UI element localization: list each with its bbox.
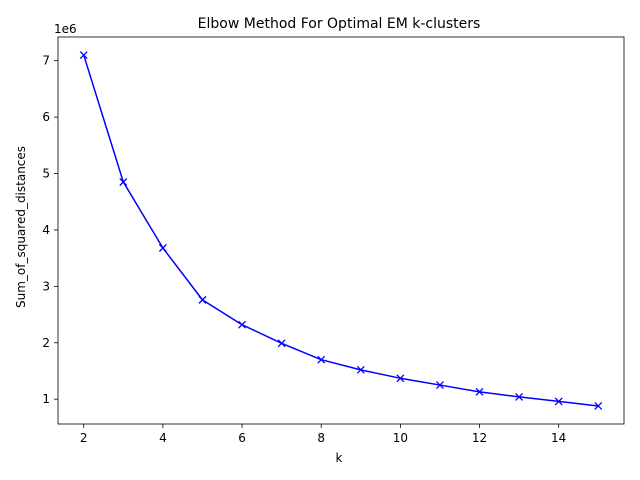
y-tick-label: 2 (42, 336, 50, 350)
data-point-marker (435, 381, 444, 390)
plot-frame (57, 36, 625, 425)
y-tick-label: 5 (42, 167, 50, 181)
y-tick-label: 3 (42, 279, 50, 293)
series (79, 51, 603, 410)
y-tick-label: 4 (42, 223, 50, 237)
data-point-marker (554, 397, 563, 406)
series-line (83, 54, 599, 407)
y-tick-label: 6 (42, 110, 50, 124)
x-tick-label: 14 (551, 431, 566, 445)
data-point-marker (317, 355, 326, 364)
y-tick-label: 7 (42, 54, 50, 68)
data-point-marker (515, 392, 524, 401)
x-tick-label: 12 (472, 431, 487, 445)
x-tick-label: 2 (80, 431, 88, 445)
x-tick-label: 4 (159, 431, 167, 445)
data-point-marker (198, 295, 207, 304)
data-point-marker (594, 401, 603, 410)
y-offset-label: 1e6 (54, 22, 77, 36)
x-tick-label: 6 (238, 431, 246, 445)
data-point-marker (277, 339, 286, 348)
data-point-marker (356, 365, 365, 374)
x-tick-label: 8 (317, 431, 325, 445)
axes (57, 36, 625, 425)
data-point-marker (119, 178, 128, 186)
data-point-marker (475, 387, 484, 396)
y-tick-label: 1 (42, 392, 50, 406)
chart-title: Elbow Method For Optimal EM k-clusters (198, 16, 481, 32)
data-point-marker (238, 320, 247, 329)
data-point-marker (79, 51, 88, 60)
data-point-marker (158, 244, 167, 252)
x-tick-label: 10 (393, 431, 408, 445)
y-axis-label: Sum_of_squared_distances (14, 146, 28, 308)
data-point-marker (396, 374, 405, 383)
x-axis-label: k (336, 451, 343, 465)
